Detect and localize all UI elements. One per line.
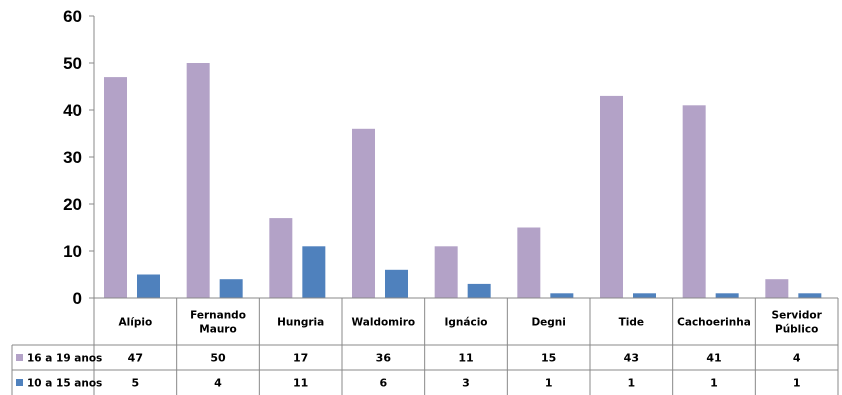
data-value: 1 [545,377,553,390]
legend-label: 10 a 15 anos [27,378,102,390]
data-value: 41 [706,352,721,365]
data-value: 43 [624,352,639,365]
category-label: Cachoerinha [677,317,751,329]
y-tick-label: 60 [63,7,82,26]
bar-10-15 [798,293,822,298]
y-axis: 0 10 20 30 40 50 60 [63,7,95,308]
data-value: 6 [380,377,388,390]
bar-10-15 [385,269,408,298]
bar-10-15 [715,293,739,298]
category-label: Ignácio [444,317,487,329]
data-value: 1 [710,377,718,390]
bar-16-19 [517,227,541,298]
data-table: Alípio Fernando Mauro Hungria Waldomiro Ignác… [11,297,839,395]
bar-10-15 [633,293,656,298]
bar-10-15 [550,293,574,298]
data-value: 36 [376,352,392,365]
bar-16-19 [434,246,458,298]
data-value: 17 [293,352,308,365]
category-label: Alípio [119,317,153,329]
bar-16-19 [765,279,789,298]
y-tick-label: 10 [63,242,82,261]
data-value: 1 [793,377,801,390]
legend-label: 16 a 19 anos [27,353,102,365]
data-value: 50 [210,352,226,365]
legend-swatch [16,354,23,361]
bar-10-15 [302,246,326,298]
bar-16-19 [352,128,375,298]
data-value: 4 [214,377,222,390]
bars [104,63,822,299]
data-value: 11 [293,377,308,390]
y-tick-label: 50 [63,54,82,73]
bar-10-15 [467,283,491,298]
bar-10-15 [137,274,160,298]
bar-16-19 [104,77,127,298]
bar-10-15 [219,279,243,298]
legend-swatch [16,379,23,386]
bar-16-19 [186,63,210,298]
category-label: Degni [531,317,565,329]
category-label: Mauro [199,324,236,336]
y-tick-label: 20 [63,195,82,214]
category-label: Hungria [277,317,324,329]
bar-16-19 [682,105,706,298]
category-label: Waldomiro [352,317,416,329]
y-tick-label: 40 [63,101,82,120]
category-label: Tide [619,317,644,329]
category-label: Fernando [190,310,246,322]
data-value: 11 [458,352,473,365]
y-tick-label: 0 [73,289,82,308]
data-value: 1 [628,377,636,390]
bar-16-19 [269,218,293,298]
y-tick-label: 30 [63,148,82,167]
data-value: 4 [793,352,801,365]
data-value: 5 [132,377,140,390]
data-value: 3 [462,377,470,390]
category-label: Público [775,324,818,336]
bar-16-19 [600,95,623,299]
data-value: 47 [128,352,143,365]
data-value: 15 [541,352,556,365]
category-label: Servidor [772,310,823,322]
